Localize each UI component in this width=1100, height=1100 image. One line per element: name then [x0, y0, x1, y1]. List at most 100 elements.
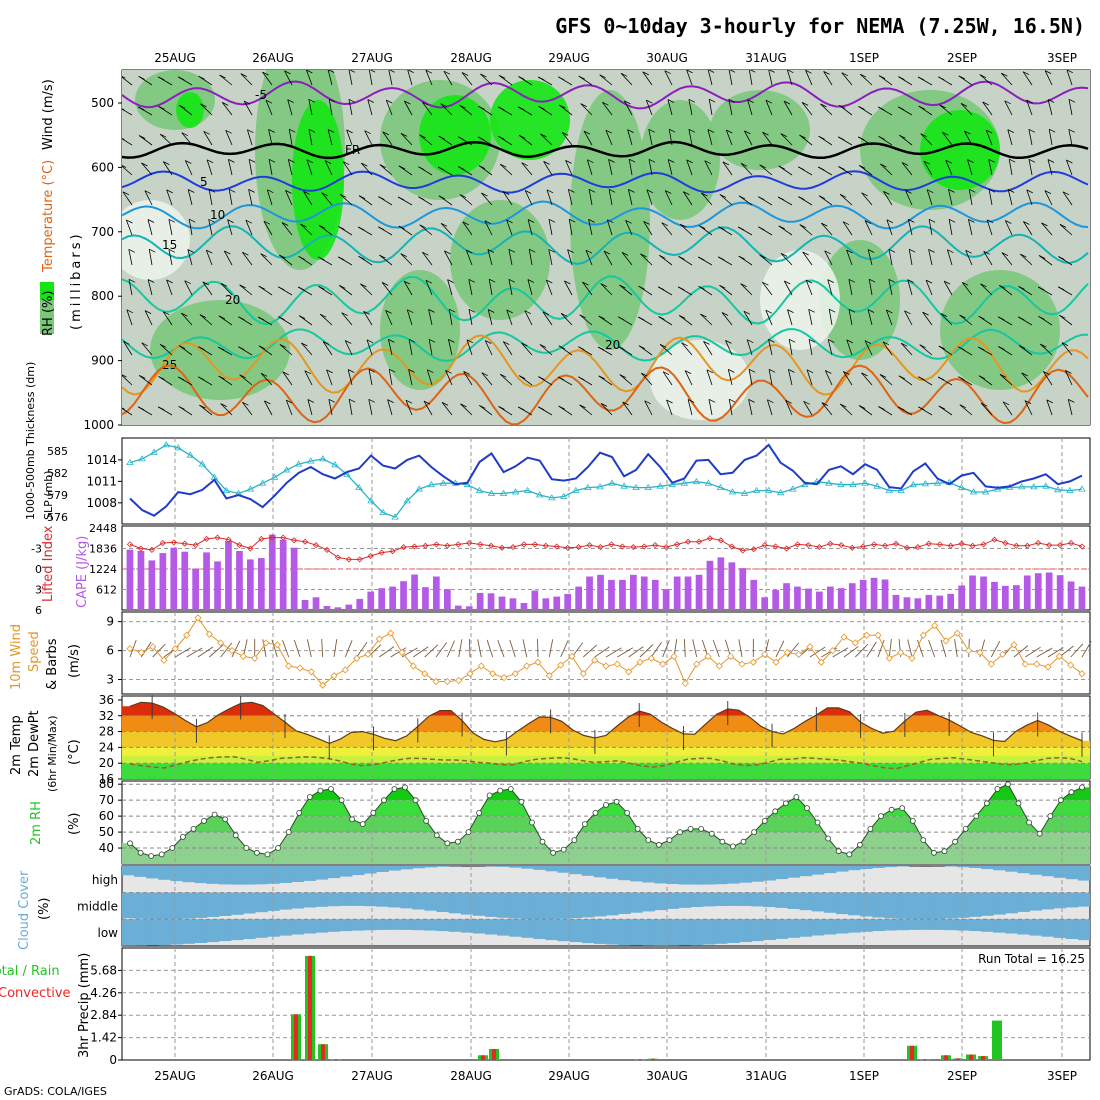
wind-barb-flag: [798, 196, 805, 200]
cape-bar: [859, 579, 867, 610]
wind-barb: [928, 249, 933, 266]
wind-barb-flag: [529, 248, 536, 253]
cloud-low-bar: [545, 919, 559, 941]
wind-barb-flag: [969, 188, 976, 193]
wind-barb: [240, 73, 253, 86]
wind-barb-flag: [518, 106, 525, 111]
wind10m-barb: [940, 639, 947, 658]
precip-convective-bar: [334, 1059, 338, 1060]
rh2m-point: [1057, 797, 1064, 804]
cloud-low-bar: [993, 919, 1006, 933]
rh2m-point: [454, 838, 461, 845]
cloud-low-bar: [908, 919, 922, 930]
wind10m-speed-point: [149, 643, 157, 651]
wind-barb: [481, 192, 493, 206]
wind-barb-flag: [618, 346, 625, 350]
dewpt2m-axis-label: 2m DewPt: [27, 710, 42, 777]
thickness-point: [801, 480, 809, 488]
wind-barb: [744, 130, 753, 146]
wind-barb-flag: [1001, 252, 1009, 256]
thickness-point: [439, 479, 448, 486]
cloud-high-bar: [158, 866, 171, 880]
rh2m-point: [1026, 819, 1032, 826]
cape-bar: [892, 594, 900, 610]
wind-barb-flag: [598, 375, 605, 380]
wind-barb-flag: [540, 133, 547, 138]
cape-bar: [268, 534, 276, 610]
wind-barb-flag: [228, 159, 235, 163]
temp-tick-label: 24: [99, 740, 114, 754]
wind-barb: [128, 249, 133, 266]
wind-barb-flag: [718, 226, 725, 230]
wind-barb: [681, 342, 693, 356]
cape-bar: [991, 581, 998, 610]
cloud-low-bar: [678, 919, 692, 946]
cape-bar: [969, 575, 976, 610]
cloud-high-bar: [545, 866, 559, 872]
cloud-middle-bar: [533, 892, 546, 920]
wind-barb-flag: [882, 341, 890, 346]
wind-barb-flag: [199, 404, 206, 409]
wind-barb: [882, 341, 893, 356]
wind-barb: [848, 309, 853, 326]
wind-barb: [465, 249, 473, 266]
wind-barb: [385, 99, 393, 116]
wind-barb-flag: [548, 218, 556, 223]
wind-barb-flag: [248, 158, 256, 163]
wind10m-speed-point: [1010, 641, 1018, 649]
wind-barb: [481, 372, 493, 386]
wind-barb: [1026, 99, 1033, 116]
wind-barb-flag: [909, 248, 916, 253]
wind-barb-flag: [805, 70, 812, 74]
wind-barb-flag: [907, 279, 914, 283]
cloud-middle-bar: [376, 892, 389, 907]
wind10m-tick-label: 3: [106, 673, 114, 687]
wind-barb: [348, 99, 353, 116]
wind-barb: [478, 165, 493, 176]
wind-barb: [308, 99, 313, 116]
wind-barb-flag: [126, 219, 133, 224]
wind-barb-flag: [777, 196, 785, 201]
lifted-index-point: [1068, 539, 1075, 547]
wind-barb: [824, 250, 833, 266]
wind-barb-flag: [1022, 71, 1030, 76]
rh2m-point: [1047, 813, 1054, 819]
cloud-low-bar: [1077, 919, 1090, 941]
wind-barb-flag: [366, 339, 374, 344]
rh2m-point: [804, 805, 810, 811]
temperature-contour: [122, 334, 1089, 396]
wind-barb: [364, 130, 373, 146]
lifted-index-point: [291, 537, 298, 544]
wind10m-speed-point: [285, 662, 293, 670]
wind-barb-flag: [728, 98, 735, 103]
wind10m-speed-point: [477, 662, 485, 670]
wind10m-barb: [907, 639, 913, 658]
wind-barb-flag: [518, 375, 526, 379]
cloud-high-bar: [714, 866, 728, 885]
thickness-point: [367, 497, 375, 504]
wind-barb-flag: [823, 71, 830, 75]
lifted-index-point: [772, 543, 779, 550]
wind-barb: [498, 75, 513, 86]
wind-barb-flag: [200, 103, 207, 108]
wind-barb-flag: [485, 340, 492, 344]
wind-barb-flag: [268, 158, 276, 163]
cape-bar: [673, 576, 681, 610]
cloud-middle-bar: [593, 892, 607, 917]
wind-barb: [408, 339, 413, 356]
lifted-index-point: [181, 540, 188, 547]
wind-barb: [983, 251, 993, 266]
wind-barb-flag: [478, 136, 485, 141]
thickness-point: [692, 477, 701, 485]
wind-barb: [967, 159, 973, 176]
wind10m-barb: [293, 639, 301, 658]
wind-barb: [205, 249, 213, 266]
cloud-low-bar: [981, 919, 994, 932]
lifted-index-point: [1057, 542, 1064, 549]
lifted-index-point: [477, 541, 484, 548]
cloud-high-bar: [255, 866, 268, 885]
wind10m-barb: [843, 645, 859, 658]
date-label-top: 25AUG: [154, 51, 196, 65]
